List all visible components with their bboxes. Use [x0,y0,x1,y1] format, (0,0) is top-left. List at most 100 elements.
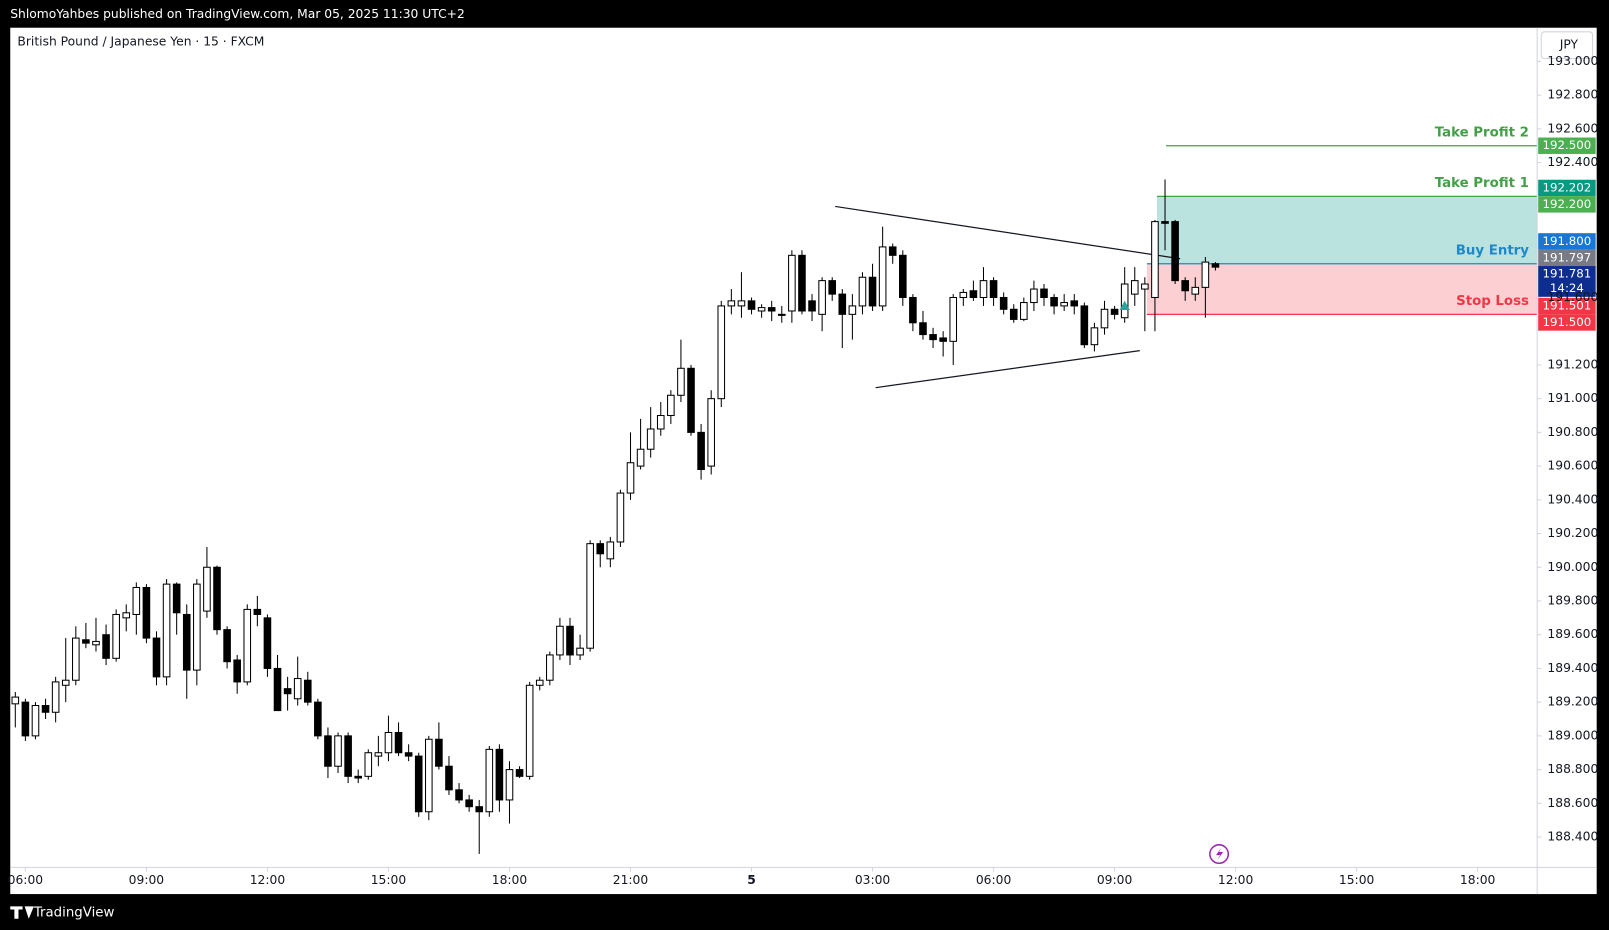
y-tick-label: 191.200 [1547,357,1598,371]
candle-body [707,398,715,467]
candle-body [1050,296,1058,307]
candle-body [435,738,443,767]
price-tag-label: 192.500 [1543,138,1592,152]
candle-body [1030,288,1038,304]
logo [10,906,34,919]
candle-body [82,639,90,644]
candle-body [253,608,262,615]
y-tick-label: 189.800 [1547,593,1598,607]
candle-body [122,612,131,619]
candle-body [314,701,322,737]
candle-body [11,696,20,705]
footer: TradingView [33,906,115,921]
candle-body [999,296,1008,310]
currency: JPY [1559,38,1579,52]
candle-body [646,428,655,450]
level-label: Take Profit 1 [1435,176,1529,191]
candle-body [909,296,917,324]
candle-body [525,684,534,777]
candle-body [788,254,796,312]
candle-body [868,276,877,307]
candle-body [152,637,161,678]
panel [10,27,1597,895]
x-tick-label: 03:00 [855,873,890,887]
price-tag-label: 191.781 [1543,267,1592,281]
candle-body [425,738,433,813]
candle-body [989,280,998,299]
candle-body [404,752,413,757]
candle-body [1211,263,1220,268]
chart-title: British Pound / Japanese Yen · 15 · FXCM [17,35,264,49]
candle-body [606,541,615,560]
y-tick-label: 191.600 [1547,290,1598,304]
candle-body [1040,288,1048,299]
x-tick-label: 09:00 [129,873,164,887]
x-tick-label: 15:00 [371,873,406,887]
candle-body [566,625,574,656]
candle-body [959,291,968,299]
y-tick-label: 189.200 [1547,695,1598,709]
x-tick-label: 06:00 [8,873,43,887]
candle-body [223,629,231,663]
currency-box[interactable] [1540,31,1594,60]
candle-body [757,307,766,312]
candle-body [203,566,211,612]
candle-body [1070,300,1079,307]
y-tick-label: 191.000 [1547,391,1598,405]
x-tick-label: 18:00 [1460,873,1495,887]
position-zone [1146,263,1538,315]
candle-body [808,300,816,312]
y-tick-label: 190.800 [1547,425,1598,439]
price-tag [1538,196,1596,213]
candle-body [576,647,584,656]
candle-body [546,654,554,681]
candle-body [616,492,625,543]
candle-body [72,637,80,681]
price-tag [1538,249,1596,267]
position-zone [1156,196,1538,264]
candle-body [515,769,524,777]
trend-line [875,349,1140,389]
candle-body [737,300,746,307]
header: ShlomoYahbes published on TradingView.co… [10,7,465,21]
candle-body [969,290,978,299]
price-tag-label: 192.202 [1543,180,1592,194]
candle-body [374,752,383,757]
candle-body [848,305,857,315]
plot: Take Profit 2 Take Profit 1 Buy Entry Stop … [11,125,1596,854]
candle-body [1130,280,1139,295]
candle-body [182,613,191,671]
candle-body [414,755,423,813]
candle-body [858,276,867,307]
price-tag-label: 192.200 [1543,197,1592,211]
candle-body [92,640,100,646]
signal-marker [1119,300,1130,311]
candle-body [172,583,181,614]
candle-body [586,543,594,649]
candle-body [1181,280,1189,292]
candle-body [979,280,988,299]
candle-body [1161,221,1169,224]
candle-body [1090,327,1099,346]
x-tick-label: 12:00 [250,873,285,887]
candle-body [31,705,40,737]
level-label: Stop Loss [1456,294,1529,309]
candle-body [626,462,635,494]
candle-body [465,799,473,808]
candle-body [273,667,282,712]
candle-body [717,305,726,400]
events-icon[interactable] [1209,844,1230,865]
price-tag-label: 191.800 [1543,234,1592,248]
candle-body [677,367,685,396]
y-tick-label: 188.600 [1547,796,1598,810]
candle-body [21,701,30,737]
candle-body [767,307,776,312]
price-tag [1538,233,1596,250]
price-tag-label: 191.501 [1543,299,1592,313]
candle-body [727,300,736,307]
y-tick-label: 192.600 [1547,121,1598,135]
price-tag [1538,137,1596,154]
candle-body [949,296,958,342]
candle-body [556,625,564,656]
candle-body [505,769,514,801]
